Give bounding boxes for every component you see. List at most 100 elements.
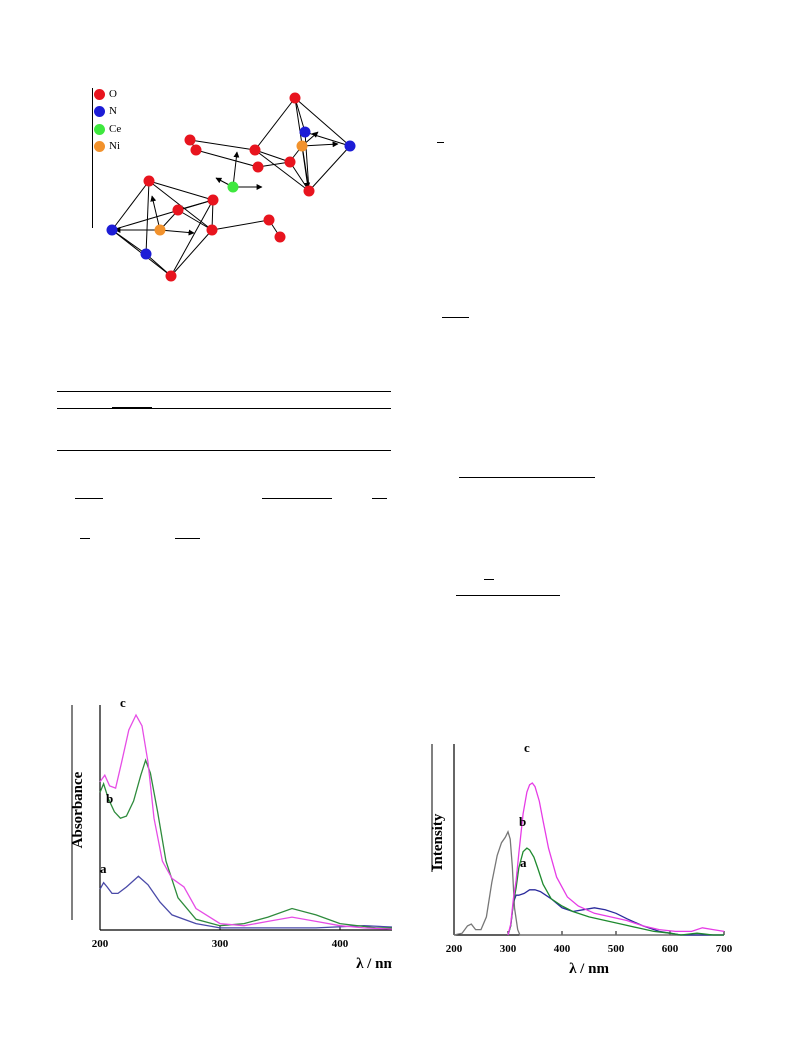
emission-chart: 200 300 400 500 600 700 c b a λ / nm Intensity	[430, 740, 733, 977]
bond-line	[145, 253, 172, 277]
atom-o	[263, 214, 275, 226]
table-bottom-rule	[57, 450, 391, 451]
series-label-a: a	[100, 861, 107, 876]
underline-fragment	[75, 498, 103, 499]
legend-label-ce: Ce	[109, 123, 122, 135]
moment-arrow	[301, 141, 339, 148]
underline-fragment	[372, 498, 387, 499]
legend-item-o: O	[94, 88, 117, 100]
series-line-b	[99, 758, 392, 929]
atom-o	[165, 270, 177, 282]
series-line-c	[99, 713, 392, 930]
legend-item-ce: Ce	[94, 123, 121, 135]
legend-label-n: N	[109, 105, 117, 117]
table-header-underline	[112, 407, 152, 409]
series-line-b	[507, 847, 724, 936]
legend-dot-ce	[94, 123, 105, 135]
moment-arrow	[150, 195, 161, 231]
bond-line	[170, 229, 213, 277]
series-line-excitation	[453, 830, 724, 936]
series-label-c: c	[120, 695, 126, 710]
atom-ni	[154, 224, 166, 236]
moment-arrow	[301, 145, 311, 189]
atom-o	[252, 161, 264, 173]
atom-o	[207, 194, 219, 206]
y-axis-label: Intensity	[430, 813, 446, 870]
atom-n	[106, 224, 118, 236]
table-header-rule	[57, 408, 391, 409]
x-tick-label: 200	[92, 938, 109, 950]
legend-dot-o	[94, 88, 105, 100]
legend-item-n: N	[94, 105, 117, 117]
atom-ce	[227, 181, 239, 193]
underline-fragment	[484, 579, 494, 580]
legend-dot-n	[94, 105, 105, 117]
underline-fragment	[459, 477, 595, 478]
atom-n	[344, 140, 356, 152]
bond-line	[294, 97, 306, 133]
legend-label-ni: Ni	[109, 140, 120, 152]
underline-fragment	[80, 538, 90, 539]
atom-n	[299, 126, 311, 138]
atom-o	[143, 175, 155, 187]
legend-label-o: O	[109, 88, 117, 100]
atom-n	[140, 248, 152, 260]
bond-line	[111, 199, 214, 231]
legend-item-ni: Ni	[94, 140, 120, 152]
atom-ni	[296, 140, 308, 152]
underline-fragment	[175, 538, 200, 539]
underline-fragment	[437, 142, 444, 143]
atom-o	[172, 204, 184, 216]
atom-o	[284, 156, 296, 168]
bond-line	[211, 219, 270, 231]
moment-arrow	[232, 151, 240, 188]
bond-line	[111, 180, 150, 231]
bond-line	[254, 149, 291, 163]
coordination-polyhedra-drawing	[106, 92, 356, 282]
x-tick-label: 700	[716, 943, 733, 955]
bond-line	[304, 131, 310, 192]
series-line-c	[507, 782, 725, 936]
series-label-b: b	[519, 814, 526, 829]
atom-o	[206, 224, 218, 236]
x-axis-label: λ / nm	[356, 956, 392, 972]
series-label-a: a	[520, 855, 527, 870]
underline-fragment	[456, 595, 560, 596]
bond-line	[195, 149, 259, 168]
bond-line	[145, 180, 150, 255]
x-tick-label: 300	[212, 938, 229, 950]
x-tick-label: 500	[608, 943, 625, 955]
series-label-c: c	[524, 740, 530, 755]
atom-o	[184, 134, 196, 146]
x-tick-label: 400	[332, 938, 349, 950]
series-line-a	[507, 889, 724, 936]
series-label-b: b	[106, 791, 113, 806]
x-axis-label: λ / nm	[569, 961, 609, 977]
atom-o	[274, 231, 286, 243]
figure-left-border	[92, 88, 93, 228]
bond-line	[304, 131, 351, 147]
bond-line	[148, 180, 214, 201]
structure-figure: O N Ce Ni	[90, 80, 390, 290]
bond-line	[254, 149, 310, 192]
bond-line	[177, 209, 213, 231]
legend-dot-ni	[94, 140, 105, 152]
atom-o	[249, 144, 261, 156]
bond-line	[189, 139, 256, 151]
bond-line	[294, 97, 351, 147]
atom-o	[190, 144, 202, 156]
x-tick-label: 400	[554, 943, 571, 955]
moment-arrow	[159, 229, 195, 236]
underline-fragment	[442, 317, 469, 318]
atom-o	[289, 92, 301, 104]
underline-fragment	[262, 498, 332, 499]
bond-line	[170, 199, 214, 277]
x-tick-label: 200	[446, 943, 463, 955]
atom-o	[303, 185, 315, 197]
series-line-a	[99, 875, 392, 929]
table-top-rule	[57, 391, 391, 392]
bond-line	[254, 97, 296, 151]
bond-line	[308, 145, 351, 192]
x-tick-label: 600	[662, 943, 679, 955]
